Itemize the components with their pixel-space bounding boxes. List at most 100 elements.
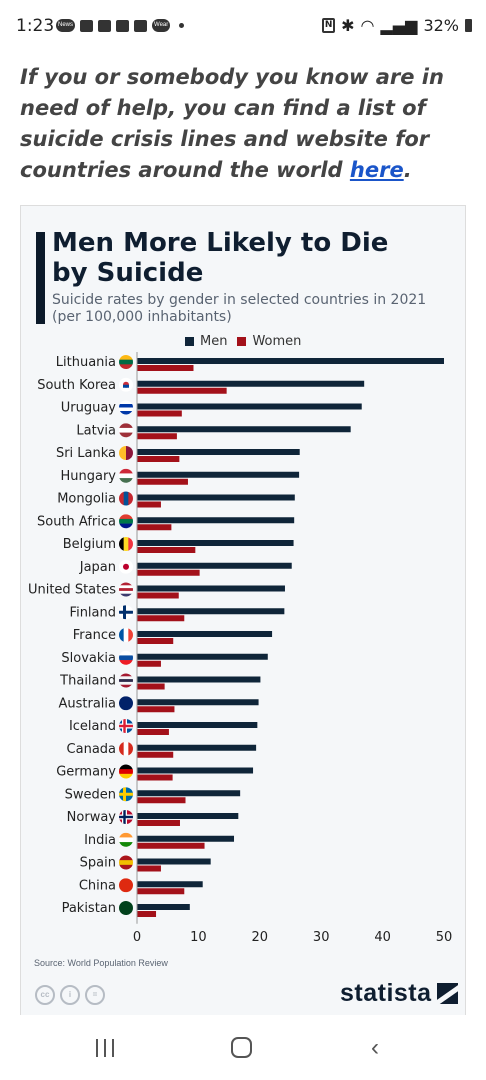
flag-us-icon [119,582,133,597]
statista-logo[interactable]: statista [340,979,458,1008]
bar-men [137,358,444,364]
category-label: Finland [70,605,116,620]
bar-women [137,706,175,713]
category-label: Pakistan [62,901,116,916]
category-label: India [84,833,116,848]
bar-women [137,888,185,895]
status-time: 1:23 [16,16,55,36]
flag-mn-icon [119,491,133,506]
bar-women [137,638,174,644]
bar-women [137,433,177,440]
statista-wordmark: statista [340,979,432,1007]
calendar-icon [116,19,130,32]
chart-subtitle: Suicide rates by gender in selected coun… [52,292,427,325]
flag-jp-icon [119,559,133,574]
signal-icon: ▂▄▆ [380,16,418,35]
category-label: China [79,878,116,893]
category-label: Belgium [63,537,116,552]
flag-be-icon [119,537,133,551]
x-tick-label: 10 [190,930,207,945]
category-label: Lithuania [56,355,116,370]
x-tick-label: 40 [374,930,391,945]
category-label: Mongolia [57,492,116,507]
crisis-lines-link[interactable]: here [349,158,404,182]
bar-men [137,790,241,797]
bar-men [137,517,295,524]
bar-men [137,631,273,637]
bar-women [137,569,200,576]
wifi-icon: ◠ [360,16,375,35]
category-label: Germany [56,765,116,780]
category-label: Spain [80,856,116,871]
flag-es-icon [119,855,133,870]
hand-icon [134,19,148,32]
bar-women [137,592,179,599]
category-label: Norway [67,810,117,825]
battery-percent: 32% [423,16,459,35]
x-tick-label: 20 [252,930,269,945]
flag-ca-icon [119,741,133,756]
battery-icon [465,19,472,32]
bar-women [137,387,227,394]
bar-women [137,751,174,758]
bar-women [137,365,194,371]
home-button[interactable] [231,1037,252,1058]
bar-men [137,540,294,546]
bar-men [137,585,285,592]
bar-women [137,820,180,826]
flag-sk-icon [119,650,133,665]
bar-women [137,842,205,849]
legend-swatch-women [237,337,247,346]
statista-mark-icon [436,983,458,1004]
attribution-icon[interactable]: i [60,985,80,1005]
bar-men [137,653,268,660]
bar-women [137,660,161,667]
bar-women [137,615,185,622]
x-tick-label: 0 [133,930,141,945]
category-label: Canada [67,742,116,757]
recent-apps-button[interactable] [96,1039,116,1057]
bar-men [137,699,259,706]
bar-men [137,722,258,728]
cloud-icon [80,19,94,32]
flag-lt-icon [119,355,133,369]
bar-women [137,729,169,735]
bar-men [137,494,295,501]
flag-fr-icon [119,628,133,642]
category-label: Australia [58,696,116,711]
category-label: Uruguay [61,401,117,416]
flag-fi-icon [119,605,133,620]
crisis-lines-paragraph: If you or somebody you know are in need … [20,62,460,186]
flag-au-icon [119,696,133,711]
bar-men [137,835,235,842]
chart-source: Source: World Population Review [34,958,168,968]
more-notifications-icon [179,23,185,28]
bar-women [137,524,172,531]
android-nav-bar [0,1015,486,1080]
flag-cn-icon [119,878,133,893]
bar-men [137,471,300,478]
news-icon: News [56,19,76,32]
x-tick-label: 30 [313,930,330,945]
chart-title: Men More Likely to Die by Suicide [52,228,389,288]
flag-se-icon [119,787,133,802]
flag-th-icon [119,673,133,688]
flag-is-icon [119,719,133,733]
bar-men [137,676,261,683]
intro-end: . [403,158,412,182]
bar-men [137,881,203,888]
creative-commons-icon[interactable]: cc [35,985,55,1005]
notification-icons: News Wear [56,19,185,32]
bluetooth-icon: ✱ [341,16,355,35]
license-icons: cc i = [35,985,105,1005]
back-button[interactable]: ‹ [371,1034,379,1061]
bar-women [137,911,157,917]
legend-item-women: Women [237,334,301,349]
category-label: Sri Lanka [56,446,116,461]
flag-in-icon [119,832,133,847]
no-derivatives-icon[interactable]: = [85,985,105,1005]
nfc-icon: N [322,18,336,33]
suicide-rates-chart: Lithuania South Korea Uruguay Latvia Sri Lan… [28,352,452,945]
flag-hu-icon [119,468,133,483]
bar-women [137,410,182,417]
